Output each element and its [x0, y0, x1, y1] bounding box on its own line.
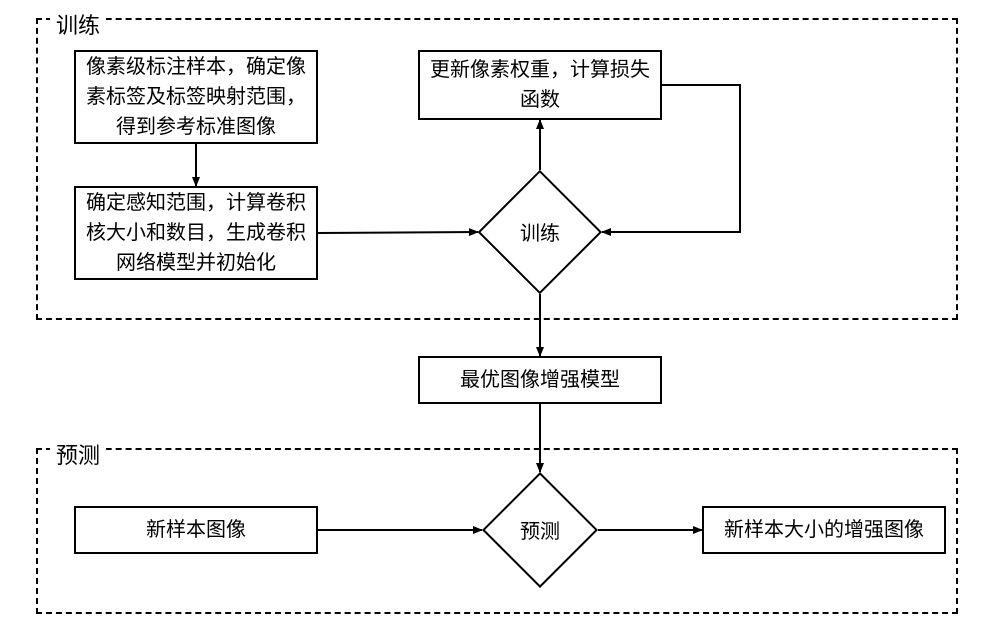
group-train-label: 训练	[50, 8, 106, 40]
node-text: 新样本大小的增强图像	[724, 515, 924, 545]
decision-train: 训练	[496, 188, 584, 276]
decision-predict: 预测	[499, 489, 581, 571]
node-text: 像素级标注样本，确定像素标签及标签映射范围，得到参考标准图像	[84, 52, 308, 142]
diagram-canvas: 训练 预测 像素级标注样本，确定像素标签及标签映射范围，得到参考标准图像 确定感…	[0, 0, 1000, 633]
node-new-sample: 新样本图像	[74, 506, 318, 554]
node-text: 更新像素权重，计算损失函数	[428, 55, 652, 115]
group-predict-label: 预测	[50, 438, 106, 470]
node-text: 最优图像增强模型	[460, 365, 620, 395]
node-annotate-samples: 像素级标注样本，确定像素标签及标签映射范围，得到参考标准图像	[74, 50, 318, 144]
diamond-label: 预测	[520, 515, 560, 544]
node-text: 新样本图像	[146, 515, 246, 545]
node-optimal-model: 最优图像增强模型	[418, 356, 662, 404]
node-update-weights: 更新像素权重，计算损失函数	[418, 50, 662, 120]
node-output-image: 新样本大小的增强图像	[702, 506, 946, 554]
node-text: 确定感知范围，计算卷积核大小和数目，生成卷积网络模型并初始化	[84, 188, 308, 278]
diamond-label: 训练	[520, 217, 560, 246]
node-init-network: 确定感知范围，计算卷积核大小和数目，生成卷积网络模型并初始化	[74, 186, 318, 280]
